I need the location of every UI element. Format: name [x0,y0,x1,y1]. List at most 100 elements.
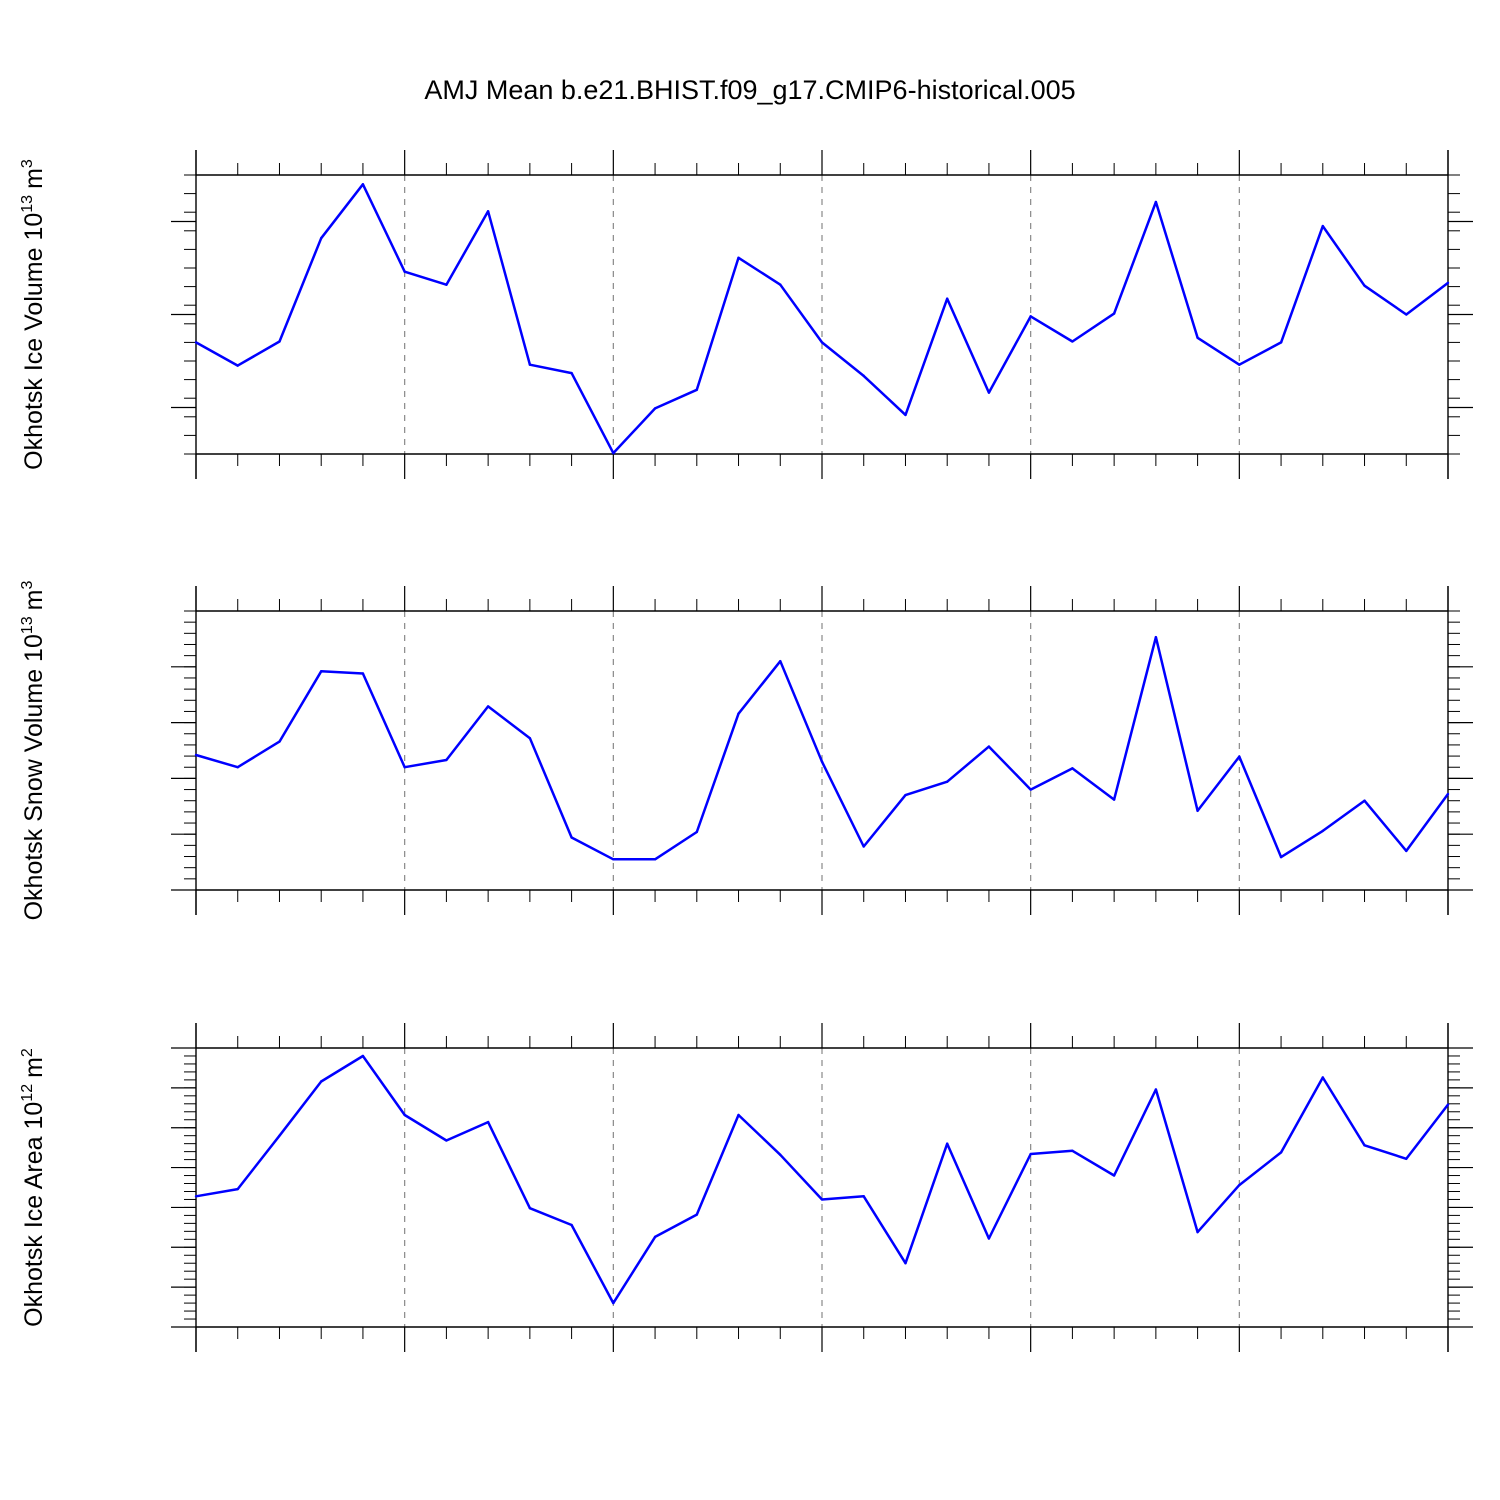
data-point [486,705,490,708]
data-point [1029,1152,1032,1156]
chart-panel-3: Okhotsk Ice Area 1012 m2 [19,1023,1473,1352]
y-axis-title: Okhotsk Snow Volume 1013 m3 [19,581,48,921]
data-point [820,1198,824,1201]
data-point [320,1080,323,1083]
y-axis-title-unit: m [20,168,48,189]
data-point [1071,1149,1074,1153]
data-point [361,672,365,675]
data-point [1238,755,1241,758]
data-point [320,237,323,240]
data-point [236,766,239,769]
y-axis-title-unit: m [20,1057,48,1078]
data-point [1279,1151,1283,1154]
data-point [1029,315,1032,318]
data-point [194,1195,198,1198]
data-point [1112,798,1116,801]
data-point [987,745,991,748]
data-point [737,1113,740,1117]
y-axis-title-unit-exponent: 2 [19,1048,36,1057]
y-axis-title-exponent: 13 [19,195,36,213]
data-point [1363,1144,1366,1147]
data-point [862,374,865,378]
data-point [528,1207,532,1210]
data-point [1405,1157,1408,1161]
data-point [1238,1183,1241,1187]
data-point [361,183,365,186]
data-point [653,1235,657,1239]
y-axis-title-exponent: 12 [19,1084,36,1102]
data-point [820,760,824,763]
data-point [194,753,198,757]
data-point [1154,636,1158,639]
y-axis-title: Okhotsk Ice Area 1012 m2 [19,1048,48,1327]
data-point [862,845,865,848]
data-point [612,1301,615,1305]
data-point [695,388,698,392]
data-point [737,712,740,715]
y-axis-title-main: Okhotsk Ice Volume 10 [20,213,48,470]
data-point [695,830,698,834]
data-point [987,1237,991,1240]
data-point [820,341,824,344]
data-point [361,1054,365,1058]
data-point [1321,224,1325,228]
data-point [779,660,782,663]
chart-panel-1: Okhotsk Ice Volume 1013 m3 [19,150,1473,479]
data-point [612,451,615,455]
data-point [1154,200,1158,204]
data-point [1321,1076,1325,1079]
y-axis-title-main: Okhotsk Ice Area 10 [20,1102,48,1327]
data-point [1446,792,1450,796]
data-point [1405,849,1408,853]
data-point [779,1153,782,1157]
data-point [1196,336,1199,339]
data-point [445,283,448,286]
data-point [570,371,573,375]
data-point [403,1113,406,1117]
data-point [1363,284,1366,287]
data-point [528,363,532,366]
data-point [904,793,907,797]
data-point [1112,1174,1116,1177]
data-point [1071,340,1074,343]
data-point [194,341,198,344]
y-axis-title: Okhotsk Ice Volume 1013 m3 [19,159,48,470]
y-axis-title-main: Okhotsk Snow Volume 10 [20,634,48,920]
data-point [1446,281,1450,285]
data-point [1112,312,1116,315]
data-point [1321,829,1325,833]
data-point [653,858,657,861]
data-point [236,364,239,367]
data-point [653,407,657,410]
data-point [1071,767,1074,770]
data-point [403,766,406,769]
chart-panel-2: Okhotsk Snow Volume 1013 m3 [19,581,1473,921]
figure-title: AMJ Mean b.e21.BHIST.f09_g17.CMIP6-histo… [424,75,1075,105]
data-point [1363,799,1366,802]
data-point [946,780,949,783]
data-point [612,858,615,861]
data-point [528,737,532,740]
data-point [1196,809,1199,812]
data-point [486,1120,490,1124]
data-point [1279,341,1283,344]
data-point [278,740,281,743]
data-point [904,1262,907,1265]
data-point [278,1134,281,1137]
data-point [1446,1103,1450,1106]
data-point [695,1213,698,1216]
data-point [570,836,573,839]
data-point [278,340,281,343]
data-point [486,210,490,213]
data-point [570,1223,573,1227]
data-point [1279,855,1283,859]
data-point [737,256,740,259]
data-point [236,1187,239,1191]
data-point [445,758,448,762]
data-point [445,1139,448,1142]
data-point [904,413,907,417]
data-point [320,670,323,673]
data-point [862,1195,865,1198]
